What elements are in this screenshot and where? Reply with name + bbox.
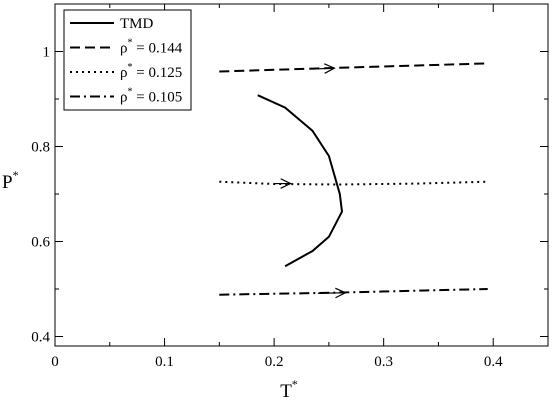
x-axis-label-sup: * — [292, 377, 298, 391]
x-tick-label: 0.1 — [155, 354, 174, 370]
legend-box — [63, 9, 192, 111]
series-layer — [219, 62, 488, 299]
legend-label: ρ* = 0.144 — [120, 38, 183, 57]
x-tick-label: 0 — [51, 354, 59, 370]
x-tick-label: 0.2 — [265, 354, 284, 370]
x-axis-label-main: T — [280, 381, 292, 401]
y-axis-label-sup: * — [13, 168, 19, 182]
series-line-1 — [257, 94, 344, 268]
y-axis-label: P* — [2, 168, 19, 193]
y-tick-label: 1 — [43, 45, 51, 61]
direction-arrow-head — [280, 178, 292, 189]
legend-label: ρ* = 0.125 — [120, 62, 182, 81]
legend-label: TMD — [120, 16, 154, 32]
direction-arrow-head — [335, 287, 347, 299]
plot-frame — [54, 3, 549, 347]
axis-ticks: 0 0.1 0.2 0.3 0.4 0.4 0.6 0.8 1 — [31, 4, 548, 370]
series-line-2 — [219, 62, 488, 73]
y-axis-label-main: P — [2, 172, 13, 193]
series-line-4 — [219, 288, 488, 296]
x-tick-label: 0.3 — [374, 354, 393, 370]
direction-arrow-shaft — [312, 67, 335, 70]
y-tick-label: 0.6 — [31, 235, 50, 251]
series-line-3 — [219, 180, 488, 186]
legend: TMD ρ* = 0.144 ρ* = 0.125 ρ* = 0.105 — [63, 9, 192, 111]
legend-label: ρ* = 0.105 — [120, 87, 182, 106]
direction-arrow-head — [324, 63, 336, 74]
x-tick-label: 0.4 — [484, 354, 503, 370]
x-axis-label: T* — [280, 377, 298, 401]
y-tick-label: 0.4 — [31, 330, 50, 346]
y-tick-label: 0.8 — [31, 140, 50, 156]
